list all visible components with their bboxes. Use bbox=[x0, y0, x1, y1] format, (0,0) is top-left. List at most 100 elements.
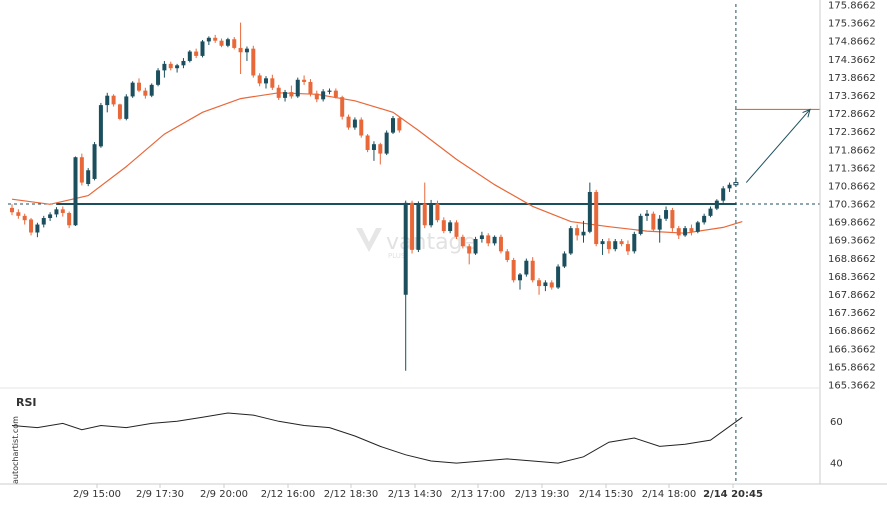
candle bbox=[283, 89, 288, 102]
candle bbox=[543, 280, 548, 292]
candle-body bbox=[54, 209, 59, 215]
candle-body bbox=[22, 215, 27, 221]
candle bbox=[10, 204, 14, 216]
candle bbox=[143, 87, 148, 99]
candle-body bbox=[600, 241, 605, 245]
candle-body bbox=[257, 75, 262, 84]
candle bbox=[289, 85, 294, 99]
y-tick-label: 170.3662 bbox=[828, 200, 876, 211]
y-tick-label: 172.3662 bbox=[828, 127, 876, 138]
candle-body bbox=[16, 212, 21, 216]
watermark-subtext: PLUS bbox=[388, 252, 406, 260]
candle-body bbox=[105, 95, 110, 106]
candle-body bbox=[98, 105, 103, 147]
candle-body bbox=[638, 215, 643, 234]
candle-body bbox=[302, 79, 307, 82]
candle bbox=[117, 103, 122, 121]
candle-body bbox=[117, 104, 122, 119]
candle bbox=[270, 74, 275, 90]
candle bbox=[556, 264, 561, 289]
candle bbox=[695, 220, 700, 234]
candle bbox=[657, 215, 662, 243]
candle-body bbox=[530, 260, 535, 281]
candle bbox=[498, 234, 503, 254]
x-tick-label: 2/14 18:00 bbox=[642, 489, 696, 500]
rsi-tick-label: 40 bbox=[830, 459, 843, 470]
candle-body bbox=[397, 118, 402, 131]
candle-body bbox=[187, 51, 192, 61]
y-tick-label: 165.8662 bbox=[828, 362, 876, 373]
candle-body bbox=[295, 79, 300, 97]
candle-body bbox=[35, 224, 40, 233]
moving-average-line bbox=[11, 92, 743, 234]
candle-body bbox=[492, 236, 497, 244]
rsi-line bbox=[11, 412, 743, 464]
candle bbox=[473, 236, 478, 255]
candle bbox=[676, 225, 681, 240]
candle-body bbox=[429, 203, 434, 226]
candle-body bbox=[346, 116, 351, 128]
candle-body bbox=[238, 47, 243, 53]
candle bbox=[714, 199, 719, 211]
y-tick-label: 173.3662 bbox=[828, 91, 876, 102]
candle-body bbox=[575, 228, 580, 236]
candle-body bbox=[683, 228, 688, 236]
candle-body bbox=[403, 202, 408, 295]
candle-body bbox=[556, 266, 561, 288]
candle bbox=[632, 231, 637, 254]
rsi-tick-label: 60 bbox=[830, 417, 843, 428]
candle bbox=[467, 244, 472, 265]
candle-body bbox=[695, 222, 700, 232]
candle bbox=[435, 200, 440, 223]
candle bbox=[429, 199, 434, 228]
candle-body bbox=[29, 219, 34, 233]
candle bbox=[244, 46, 249, 61]
candle-body bbox=[587, 191, 592, 232]
candle bbox=[86, 168, 91, 187]
candle-body bbox=[10, 207, 14, 213]
candle-body bbox=[441, 220, 446, 232]
candle-body bbox=[327, 90, 332, 92]
candle-body bbox=[613, 241, 618, 250]
candle bbox=[73, 156, 78, 226]
x-tick-label: 2/9 20:00 bbox=[200, 489, 248, 500]
y-tick-label: 171.3662 bbox=[828, 163, 876, 174]
y-tick-label: 174.3662 bbox=[828, 55, 876, 66]
candle-body bbox=[479, 235, 484, 240]
candle-body bbox=[670, 210, 675, 229]
candle-body bbox=[156, 70, 161, 85]
projection-arrow-head bbox=[802, 108, 811, 118]
candle-body bbox=[537, 280, 542, 287]
autochartist-label: autochartist.com bbox=[11, 416, 20, 484]
x-tick-label: 2/13 17:00 bbox=[451, 489, 505, 500]
moving-average-layer bbox=[11, 92, 743, 234]
candle-body bbox=[645, 213, 649, 216]
candle-body bbox=[149, 84, 154, 96]
candle-body bbox=[244, 48, 249, 53]
candle-body bbox=[130, 82, 135, 97]
candle bbox=[625, 240, 630, 255]
candle-body bbox=[435, 203, 440, 221]
candle bbox=[587, 182, 592, 234]
candlestick-layer bbox=[10, 22, 739, 371]
candle-body bbox=[92, 144, 97, 179]
candle bbox=[727, 182, 732, 192]
candle-body bbox=[708, 208, 713, 216]
candle bbox=[524, 258, 529, 277]
candle-body bbox=[689, 228, 694, 232]
rsi-label: RSI bbox=[16, 396, 37, 409]
candle-body bbox=[625, 244, 630, 252]
candle bbox=[397, 116, 402, 133]
candle bbox=[352, 117, 357, 130]
candle bbox=[137, 78, 141, 93]
candle bbox=[645, 210, 649, 221]
candle bbox=[416, 201, 421, 253]
y-tick-label: 169.8662 bbox=[828, 218, 876, 229]
candle bbox=[613, 239, 618, 252]
candle-body bbox=[562, 253, 567, 267]
candle bbox=[48, 212, 53, 221]
candle-body bbox=[460, 236, 465, 247]
y-tick-label: 168.3662 bbox=[828, 272, 876, 283]
candle-body bbox=[619, 241, 624, 245]
